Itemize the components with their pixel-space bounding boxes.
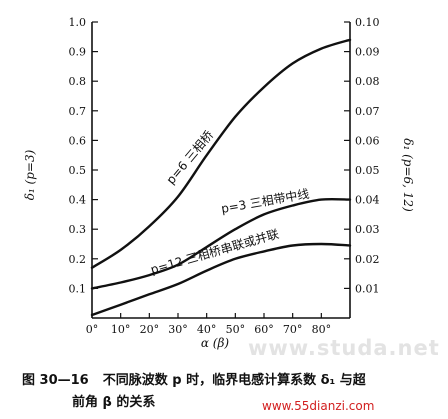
- x-tick-label: 60°: [254, 323, 274, 336]
- x-tick-label: 50°: [226, 323, 246, 336]
- watermark-55dianzi: www.55dianzi.com: [262, 399, 375, 413]
- y-tick-label-left: 0.9: [69, 46, 87, 59]
- y-tick-label-left: 0.3: [69, 223, 87, 236]
- x-tick-label: 20°: [140, 323, 160, 336]
- y-tick-label-right: 0.07: [355, 105, 380, 118]
- series: [90, 38, 352, 317]
- y-tick-label-left: 0.1: [69, 282, 87, 295]
- y-tick-label-left: 0.7: [69, 105, 87, 118]
- y-tick-label-right: 0.10: [355, 16, 380, 29]
- chart: 0.1 0.2 0.3 0.4 0.5 0.6 0.7 0.8 0.9 1.0 0.01 0.02 0.…: [23, 16, 415, 350]
- x-axis-label: α (β): [201, 336, 230, 350]
- y-tick-label-right: 0.05: [355, 164, 380, 177]
- y-tick-label-left: 0.4: [69, 194, 87, 207]
- ticks: 0.1 0.2 0.3 0.4 0.5 0.6 0.7 0.8 0.9 1.0 0.01 0.02 0.…: [69, 16, 380, 336]
- x-tick-label: 70°: [283, 323, 303, 336]
- caption-line-1: 图 30—16 不同脉波数 p 时，临界电感计算系数 δ₁ 与超: [22, 370, 442, 392]
- y-tick-label-right: 0.08: [355, 75, 380, 88]
- x-tick-label: 0°: [86, 323, 99, 336]
- caption-number: 图 30—16: [22, 373, 89, 388]
- y-tick-label-right: 0.01: [355, 282, 380, 295]
- series-line-2: [90, 242, 352, 317]
- series-label-p3: p=3 三相带中线: [220, 186, 310, 216]
- x-tick-label: 80°: [312, 323, 332, 336]
- axes: [91, 22, 351, 319]
- y-tick-label-left: 0.8: [69, 75, 87, 88]
- caption-line-2: 前角 β 的关系: [72, 395, 156, 410]
- x-tick-label: 10°: [111, 323, 131, 336]
- series-line-1: [90, 197, 352, 290]
- y-tick-label-left: 1.0: [69, 16, 87, 29]
- y-tick-label-left: 0.5: [69, 164, 87, 177]
- figure-caption: 图 30—16 不同脉波数 p 时，临界电感计算系数 δ₁ 与超 前角 β 的关系: [22, 370, 442, 414]
- y-axis-label-right: δ₁ (p=6, 12): [401, 138, 415, 212]
- y-tick-label-right: 0.06: [355, 134, 380, 147]
- y-tick-label-left: 0.6: [69, 134, 87, 147]
- x-tick-label: 30°: [168, 323, 188, 336]
- y-tick-label-right: 0.02: [355, 253, 380, 266]
- series-line-0: [90, 38, 352, 269]
- watermark-studa: www.studa.net: [248, 336, 440, 360]
- x-tick-label: 40°: [197, 323, 217, 336]
- y-tick-label-right: 0.09: [355, 46, 380, 59]
- y-tick-label-right: 0.03: [355, 223, 380, 236]
- caption-text-1: 不同脉波数 p 时，临界电感计算系数 δ₁ 与超: [102, 373, 366, 388]
- y-tick-label-left: 0.2: [69, 253, 87, 266]
- y-axis-label-left: δ₁ (p=3): [23, 149, 37, 200]
- y-tick-label-right: 0.04: [355, 194, 380, 207]
